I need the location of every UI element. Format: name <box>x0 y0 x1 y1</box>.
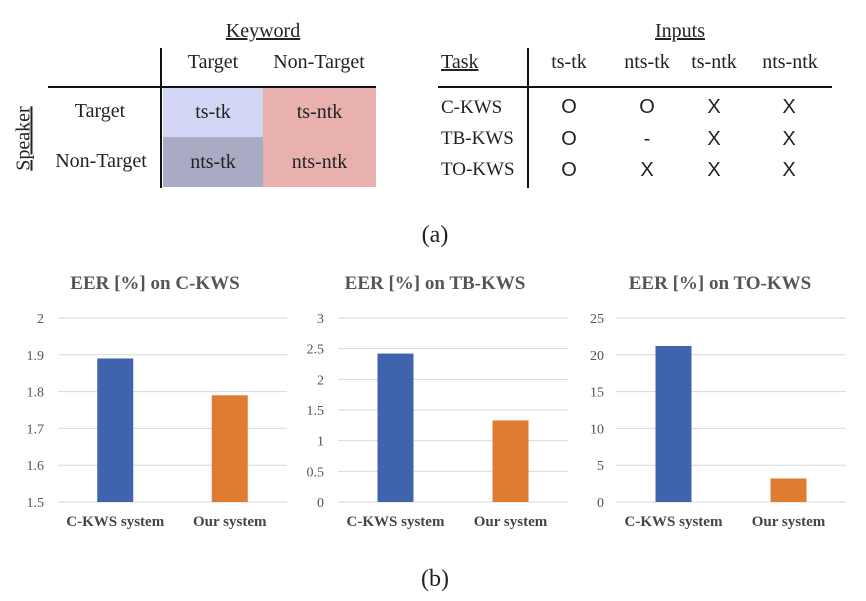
caption-b: (b) <box>421 566 449 592</box>
table-mark: - <box>643 128 651 150</box>
table-mark: O <box>639 96 655 118</box>
table-row-task: C-KWS <box>441 97 503 118</box>
y-tick-label: 5 <box>597 459 604 474</box>
bar <box>211 395 248 502</box>
y-tick-label: 1.9 <box>27 349 45 364</box>
task-header: Task <box>441 51 479 73</box>
y-tick-label: 0.5 <box>307 465 325 480</box>
table-vertical-rule <box>527 48 529 188</box>
y-tick-label: 2.5 <box>307 343 325 358</box>
x-tick-label: Our system <box>474 514 548 530</box>
table-col-nts-ntk: nts-ntk <box>762 51 818 73</box>
table-col-ts-ntk: ts-ntk <box>691 51 737 73</box>
table-mark: O <box>561 128 577 150</box>
table-col-ts-tk: ts-tk <box>551 51 587 73</box>
y-tick-label: 1 <box>317 435 324 450</box>
table-mark: O <box>561 96 577 118</box>
bar <box>377 353 414 502</box>
table-mark: X <box>707 128 721 150</box>
y-tick-label: 15 <box>590 386 604 401</box>
y-tick-label: 2 <box>37 312 44 327</box>
x-tick-label: Our system <box>193 514 267 530</box>
table-row-task: TB-KWS <box>441 128 514 149</box>
y-tick-label: 1.6 <box>27 459 45 474</box>
y-tick-label: 2 <box>317 373 324 388</box>
table-mark: X <box>782 96 796 118</box>
matrix-col-nontarget: Non-Target <box>273 51 365 73</box>
caption-a: (a) <box>421 222 449 248</box>
matrix-cell-nts-ntk: nts-ntk <box>263 137 376 187</box>
matrix-col-target: Target <box>187 51 239 73</box>
table-mark: X <box>782 128 796 150</box>
keyword-header: Keyword <box>225 20 301 42</box>
x-tick-label: Our system <box>752 514 826 530</box>
matrix-vertical-rule <box>160 48 162 188</box>
table-horizontal-rule <box>438 86 832 88</box>
table-mark: X <box>707 159 721 181</box>
y-tick-label: 1.8 <box>27 386 45 401</box>
matrix-row-nontarget: Non-Target <box>55 150 147 172</box>
inputs-header: Inputs <box>655 20 705 42</box>
table-row-task: TO-KWS <box>441 159 515 180</box>
y-tick-label: 10 <box>590 422 604 437</box>
matrix-cell-ts-tk: ts-tk <box>163 88 263 137</box>
y-tick-label: 1.5 <box>307 404 325 419</box>
table-mark: X <box>640 159 654 181</box>
y-tick-label: 0 <box>317 496 324 511</box>
chart-title: EER [%] on C-KWS <box>70 273 240 294</box>
y-tick-label: 20 <box>590 349 604 364</box>
matrix-cell-nts-tk: nts-tk <box>163 137 263 187</box>
y-tick-label: 25 <box>590 312 604 327</box>
table-col-nts-tk: nts-tk <box>624 51 670 73</box>
y-tick-label: 0 <box>597 496 604 511</box>
bar <box>97 358 134 502</box>
chart-title: EER [%] on TO-KWS <box>628 273 812 294</box>
x-tick-label: C-KWS system <box>625 514 723 530</box>
matrix-horizontal-rule <box>48 86 376 88</box>
table-mark: X <box>707 96 721 118</box>
bar <box>655 345 692 502</box>
y-tick-label: 1.7 <box>27 422 45 437</box>
bar <box>770 478 807 502</box>
y-tick-label: 3 <box>317 312 324 327</box>
matrix-cell-ts-ntk: ts-ntk <box>263 88 376 137</box>
bar <box>492 420 529 502</box>
y-tick-label: 1.5 <box>27 496 45 511</box>
x-tick-label: C-KWS system <box>347 514 445 530</box>
table-mark: X <box>782 159 796 181</box>
matrix-row-target: Target <box>74 100 126 122</box>
table-mark: O <box>561 159 577 181</box>
chart-title: EER [%] on TB-KWS <box>344 273 526 294</box>
x-tick-label: C-KWS system <box>66 514 164 530</box>
